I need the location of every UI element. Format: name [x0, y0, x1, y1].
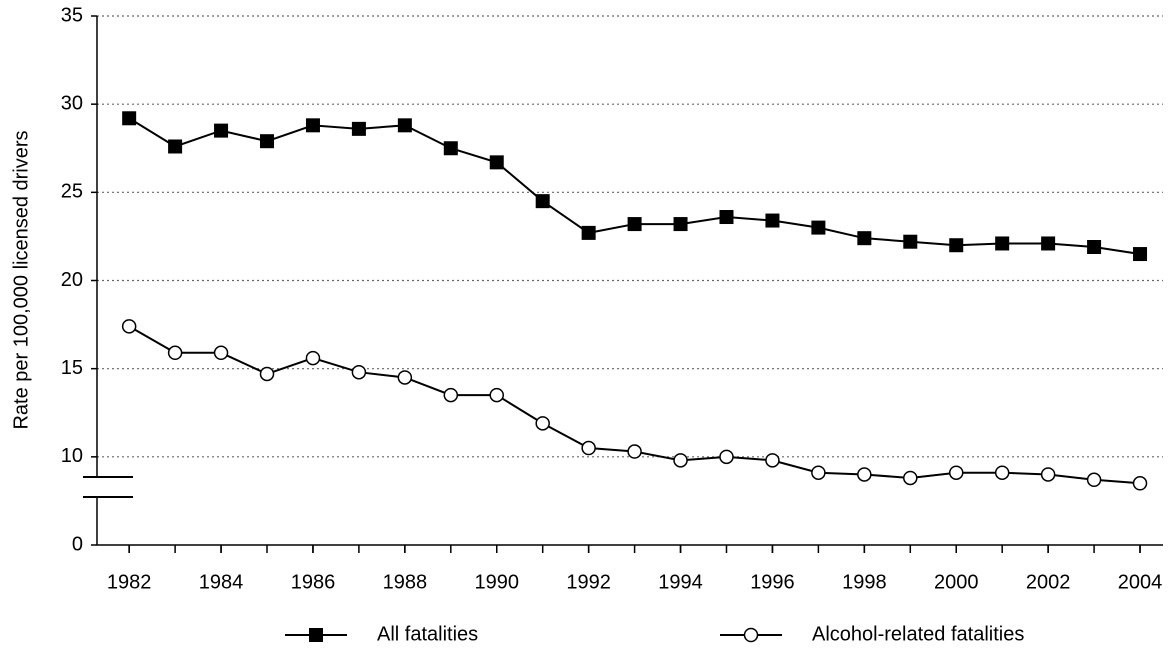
data-point	[305, 118, 320, 133]
data-point	[995, 236, 1010, 251]
data-point	[903, 234, 918, 249]
data-point	[443, 387, 459, 403]
y-axis-label: Rate per 100,000 licensed drivers	[10, 130, 32, 429]
data-point	[351, 364, 367, 380]
data-point	[443, 141, 458, 156]
data-point	[673, 453, 688, 468]
x-tick-label: 1984	[199, 571, 244, 593]
data-point	[122, 111, 137, 126]
data-point	[397, 118, 412, 133]
data-point	[260, 134, 275, 149]
data-point	[1086, 472, 1102, 488]
series-line	[128, 325, 1141, 485]
data-point	[948, 465, 964, 480]
data-point	[581, 440, 596, 456]
x-tick-label: 1990	[475, 571, 520, 593]
data-point	[949, 238, 964, 253]
x-tick-label: 1986	[291, 571, 336, 593]
legend-marker	[309, 628, 323, 642]
y-tick-label: 0	[72, 533, 83, 555]
y-tick-label: 25	[61, 181, 83, 203]
data-point	[214, 123, 229, 138]
data-point	[811, 465, 826, 480]
data-point	[489, 387, 504, 403]
data-point	[351, 121, 366, 136]
axis-break-gap	[94, 477, 100, 497]
x-tick-label: 1988	[383, 571, 428, 593]
data-point	[1041, 236, 1056, 251]
data-point	[765, 453, 780, 468]
data-point	[994, 465, 1010, 480]
data-point	[168, 139, 183, 154]
data-point	[213, 345, 229, 361]
legend-label: Alcohol-related fatalities	[812, 623, 1024, 645]
y-tick-label: 35	[61, 4, 83, 26]
legend-marker	[743, 627, 759, 643]
data-point	[719, 210, 734, 225]
data-point	[1132, 476, 1148, 491]
data-point	[1087, 239, 1102, 254]
data-point	[765, 213, 780, 228]
data-point	[1040, 467, 1056, 482]
x-tick-label: 1996	[750, 571, 795, 593]
y-tick-label: 20	[61, 269, 83, 291]
data-point	[719, 449, 734, 465]
x-tick-label: 1982	[107, 571, 152, 593]
y-tick-label: 30	[61, 92, 83, 114]
data-point	[673, 217, 688, 232]
series-line	[128, 117, 1141, 256]
x-tick-label: 1994	[658, 571, 703, 593]
data-point	[857, 467, 872, 482]
data-point	[581, 225, 596, 240]
data-point	[259, 366, 275, 382]
x-tick-label: 1992	[566, 571, 611, 593]
data-point	[121, 319, 137, 334]
data-point	[489, 155, 504, 170]
data-point	[397, 370, 413, 385]
data-point	[305, 350, 321, 366]
data-point	[535, 416, 550, 431]
x-tick-label: 1998	[842, 571, 887, 593]
data-point	[1133, 247, 1148, 262]
y-tick-label: 15	[61, 357, 83, 379]
x-tick-label: 2000	[934, 571, 979, 593]
data-point	[167, 345, 183, 361]
data-point	[811, 220, 826, 235]
data-point	[857, 231, 872, 246]
data-point	[627, 444, 642, 459]
data-point	[903, 470, 918, 486]
legend-label: All fatalities	[377, 623, 478, 645]
y-tick-label: 10	[61, 445, 83, 467]
x-tick-label: 2004	[1118, 571, 1163, 593]
data-point	[627, 217, 642, 232]
data-point	[535, 194, 550, 209]
x-tick-label: 2002	[1026, 571, 1071, 593]
